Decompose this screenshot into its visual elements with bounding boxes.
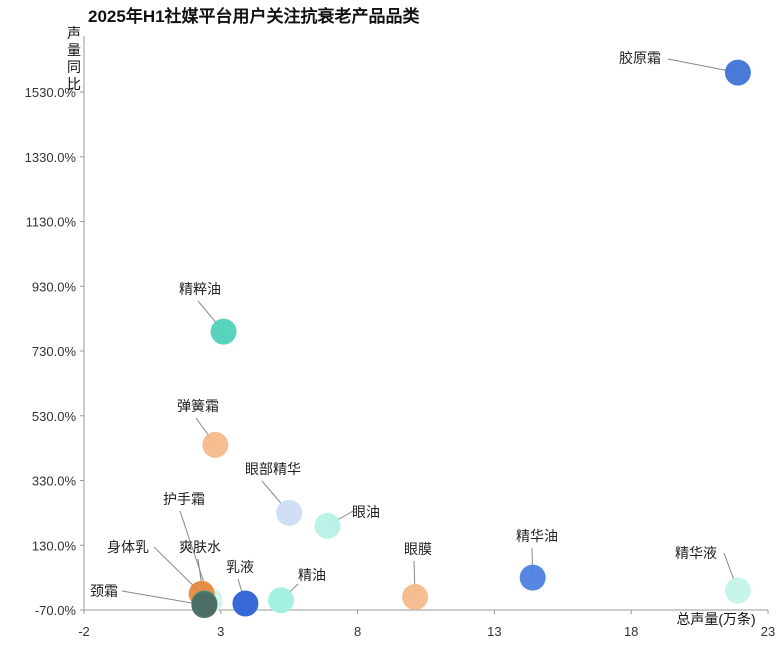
data-point [402, 584, 429, 611]
y-tick-label: 1330.0% [25, 150, 77, 165]
point-label: 身体乳 [107, 539, 149, 555]
point-label: 颈霜 [90, 583, 118, 599]
point-label: 弹簧霜 [177, 398, 219, 414]
axes: -70.0% 130.0% 330.0% 530.0% 730.0% 930.0% 1130… [25, 25, 776, 639]
point-label: 胶原霜 [619, 50, 661, 66]
data-point [191, 592, 218, 619]
x-tick-label: -2 [78, 624, 90, 639]
y-tick-label: 330.0% [32, 474, 77, 489]
x-axis-label: 总声量(万条) [676, 611, 755, 627]
point-label: 精华液 [675, 545, 717, 561]
data-point [519, 564, 546, 591]
y-tick-label: 1530.0% [25, 85, 77, 100]
x-tick-label: 8 [354, 624, 361, 639]
data-point [210, 318, 237, 345]
y-tick-label: 130.0% [32, 538, 77, 553]
x-tick-label: 18 [624, 624, 638, 639]
x-tick-label: 13 [487, 624, 501, 639]
data-points [188, 59, 751, 619]
point-label: 精华油 [516, 528, 558, 544]
y-tick-label: 1130.0% [26, 215, 77, 230]
data-point [267, 587, 294, 614]
data-point [276, 499, 303, 526]
point-label: 眼油 [352, 504, 380, 520]
point-labels: 胶原霜精粹油弹簧霜眼部精华眼油 护手霜身体乳 爽肤水颈霜 乳液精油 眼膜 精华油精华液 [90, 50, 717, 599]
data-point [724, 577, 751, 604]
y-tick-label: 730.0% [32, 344, 77, 359]
data-point [314, 512, 341, 539]
x-tick-label: 23 [761, 624, 775, 639]
data-point [202, 431, 229, 458]
point-label: 乳液 [226, 559, 254, 575]
y-tick-label: 930.0% [32, 279, 77, 294]
point-label: 精粹油 [179, 281, 221, 297]
point-label: 眼膜 [404, 541, 432, 557]
point-label: 精油 [298, 567, 326, 583]
leader-line [121, 590, 205, 606]
chart-title: 2025年H1社媒平台用户关注抗衰老产品品类 [88, 7, 420, 26]
y-axis-label: 声量同比 [67, 25, 81, 92]
y-tick-label: 530.0% [32, 409, 77, 424]
point-label: 眼部精华 [245, 461, 301, 477]
data-point [724, 59, 751, 86]
y-tick-label: -70.0% [35, 603, 77, 618]
point-label: 护手霜 [163, 491, 205, 507]
x-tick-label: 3 [217, 624, 224, 639]
point-label: 爽肤水 [179, 539, 221, 555]
data-point [232, 590, 259, 617]
